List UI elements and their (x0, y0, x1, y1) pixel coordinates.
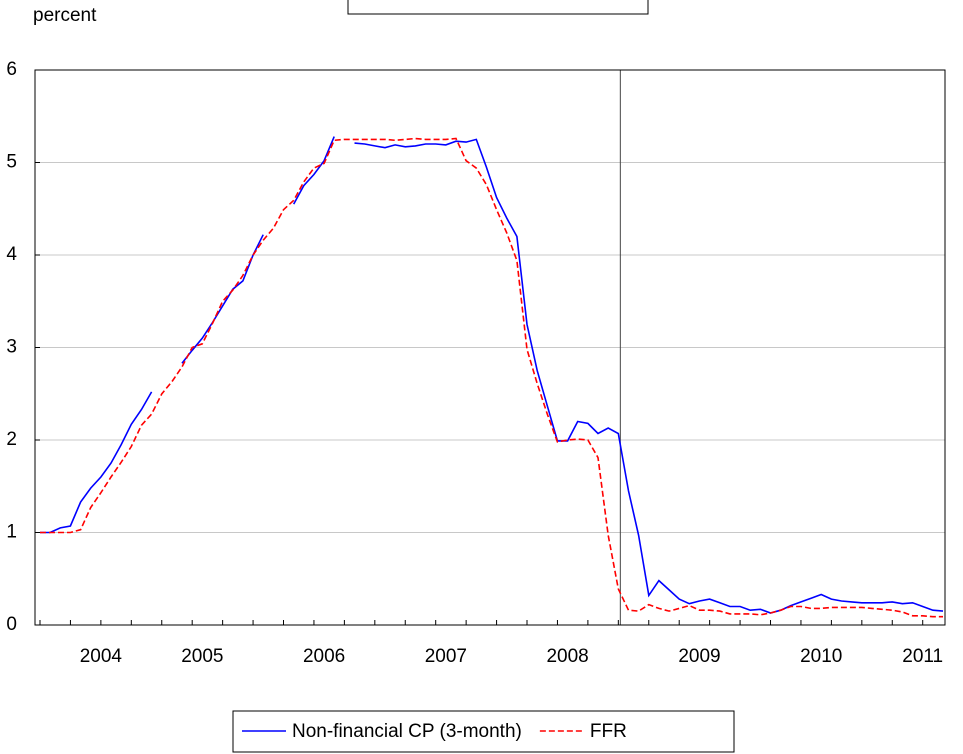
y-tick-label: 4 (6, 244, 17, 265)
x-tick-label: 2004 (80, 646, 123, 667)
y-tick-label: 1 (6, 522, 17, 543)
legend-box (232, 710, 735, 753)
x-tick-label: 2009 (678, 646, 720, 667)
x-tick-label: 2007 (425, 646, 467, 667)
x-tick-label: 2011 (902, 646, 943, 667)
y-axis-label: percent (33, 5, 97, 26)
legend-label: FFR (590, 721, 627, 742)
x-tick-label: 2010 (800, 646, 842, 667)
x-tick-label: 2008 (546, 646, 588, 667)
top-frame (347, 0, 649, 15)
series-line (40, 137, 943, 618)
plot-frame (34, 69, 946, 626)
y-tick-label: 2 (6, 429, 17, 450)
y-tick-label: 6 (6, 59, 17, 80)
x-tick-label: 2005 (181, 646, 223, 667)
y-tick-label: 5 (6, 152, 17, 173)
series-line (40, 136, 944, 614)
legend-label: Non-financial CP (3-month) (292, 721, 522, 742)
y-tick-label: 3 (6, 337, 17, 358)
x-tick-label: 2006 (303, 646, 345, 667)
y-tick-label: 0 (6, 614, 17, 635)
